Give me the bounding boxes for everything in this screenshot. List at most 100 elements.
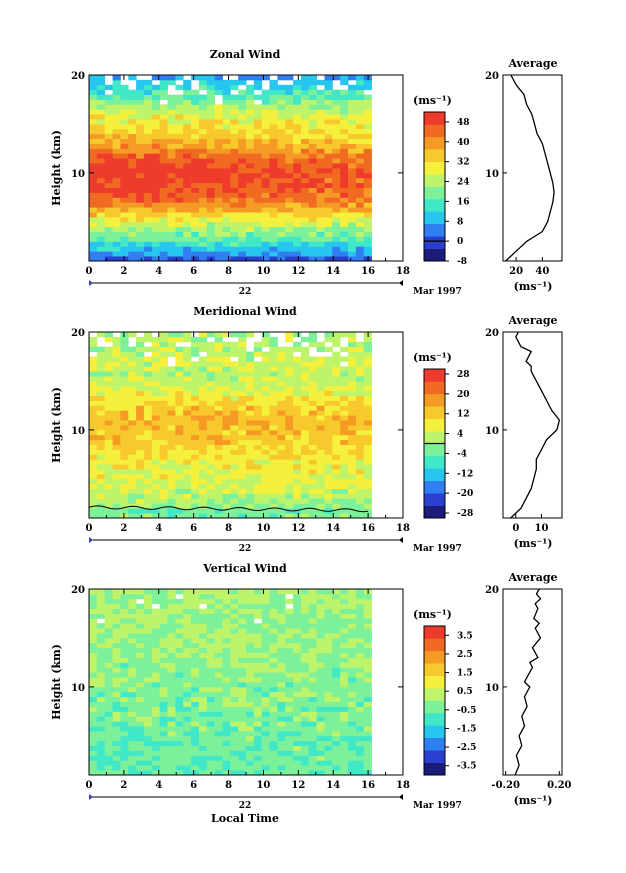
heatmap-cell [285,608,294,614]
heatmap-cell [316,508,325,514]
heatmap-cell [159,371,168,377]
heatmap-cell [316,158,325,164]
heatmap-cell [198,138,208,144]
heatmap-cell [89,721,98,727]
heatmap-cell [183,603,192,609]
heatmap-cell [269,745,278,751]
heatmap-cell [222,672,231,678]
heatmap-cell [183,633,192,639]
heatmap-cell [112,642,121,649]
heatmap-cell [175,730,184,737]
heatmap-cell [120,701,129,707]
heatmap-cell [269,79,278,86]
heatmap-cell [183,390,192,396]
heatmap-cell [96,483,106,489]
heatmap-cell [261,109,270,115]
heatmap-cell [151,598,160,605]
heatmap-cell [89,256,98,262]
heatmap-cell [198,691,208,698]
heatmap-cell [300,593,310,600]
colorbar-tick-label: -4 [457,449,467,459]
heatmap-cell [120,657,129,663]
heatmap-cell [308,153,317,159]
heatmap-cell [198,99,208,105]
heatmap-cell [348,356,357,362]
heatmap-cell [222,390,231,396]
heatmap-cell [316,449,325,455]
heatmap-cell [183,730,192,737]
heatmap-cell [324,251,333,257]
heatmap-cell [222,207,231,213]
heatmap-cell [89,109,98,115]
heatmap-cell [128,371,137,377]
heatmap-cell [316,163,325,169]
heatmap-cell [348,351,357,357]
heatmap-cell [151,454,160,460]
heatmap-cell [261,336,270,343]
heatmap-cell [269,459,278,465]
heatmap-cell [316,750,325,756]
heatmap-cell [300,356,310,362]
heatmap-cell [230,760,239,766]
heatmap-cell [206,420,215,426]
heatmap-cell [222,721,231,727]
heatmap-cell [120,256,129,262]
heatmap-cell [293,608,302,614]
heatmap-cell [175,128,184,135]
heatmap-cell [293,256,302,262]
heatmap-cell [112,765,121,771]
heatmap-cell [238,163,247,169]
heatmap-cell [104,696,113,702]
heatmap-cell [269,493,278,499]
heatmap-cell [214,637,223,644]
heatmap-cell [89,236,98,242]
heatmap-cell [363,371,372,377]
heatmap-cell [355,434,365,441]
heatmap-cell [340,706,349,712]
heatmap-cell [120,231,129,237]
heatmap-cell [363,745,372,751]
heatmap-cell [120,143,129,149]
heatmap-cell [175,395,184,401]
heatmap-cell [269,589,278,595]
colorbar-tick-label: -8 [457,257,467,267]
heatmap-cell [246,662,255,668]
heatmap-cell [198,434,208,441]
heatmap-cell [214,628,223,634]
heatmap-cell [167,434,176,441]
heatmap-cell [285,642,294,649]
heatmap-cell [332,336,341,343]
heatmap-cell [238,686,247,693]
heatmap-cell [308,454,317,460]
heatmap-cell [348,236,357,242]
heatmap-cell [308,637,317,644]
colorbar-swatch [424,750,445,763]
heatmap-cell [104,256,113,262]
heatmap-cell [269,677,278,683]
heatmap-cell [293,716,302,722]
x-tick-label: 12 [291,780,305,791]
heatmap-cell [104,672,113,678]
heatmap-cell [112,114,121,120]
heatmap-cell [206,138,215,144]
heatmap-cell [348,721,357,727]
heatmap-cell [300,405,310,411]
colorbar-tick-label: 28 [457,370,470,380]
heatmap-cell [183,589,192,595]
heatmap-cell [89,691,98,698]
heatmap-cell [175,726,184,732]
heatmap-cell [151,216,160,223]
heatmap-cell [340,197,349,203]
heatmap-cell [230,109,239,115]
heatmap-cell [308,256,317,262]
heatmap-cell [316,760,325,766]
heatmap-cell [143,138,153,144]
heatmap-cell [222,182,231,188]
heatmap-cell [238,429,247,436]
heatmap-cell [206,628,215,634]
heatmap-cell [261,251,270,257]
heatmap-cell [167,608,176,614]
heatmap-cell [159,356,168,362]
heatmap-cell [183,376,192,382]
